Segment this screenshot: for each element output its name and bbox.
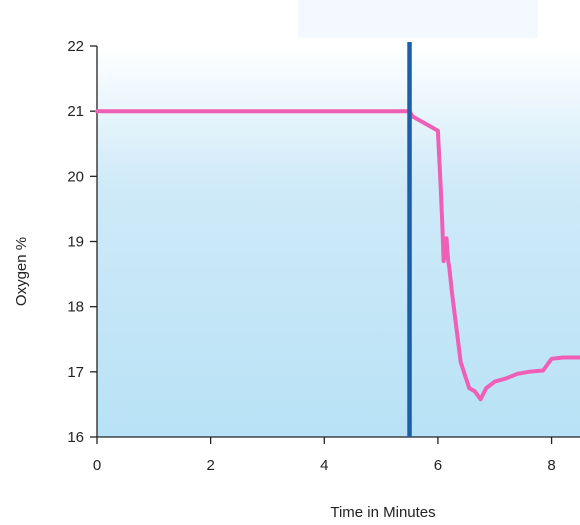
x-axis: 0 2 4 6 8 [93, 436, 580, 474]
series-group [95, 109, 580, 402]
y-tick-label: 17 [67, 364, 84, 381]
y-tick-label: 16 [67, 429, 84, 446]
oxygen-series-line [95, 109, 580, 402]
x-tick-label: 0 [93, 457, 101, 474]
x-tick-label: 2 [206, 457, 214, 474]
x-tick-label: 8 [547, 457, 555, 474]
y-axis-label: Oxygen % [13, 237, 30, 306]
y-tick-label: 22 [67, 38, 84, 55]
x-tick-label: 6 [434, 457, 442, 474]
y-tick-label: 19 [67, 234, 84, 251]
y-tick-label: 20 [67, 168, 84, 185]
x-tick-label: 4 [320, 457, 328, 474]
x-axis-label: Time in Minutes [330, 504, 435, 521]
y-axis: 16 17 18 19 20 21 22 [67, 38, 98, 446]
top-highlight [298, 0, 538, 38]
y-tick-label: 21 [67, 103, 84, 120]
y-tick-label: 18 [67, 299, 84, 316]
